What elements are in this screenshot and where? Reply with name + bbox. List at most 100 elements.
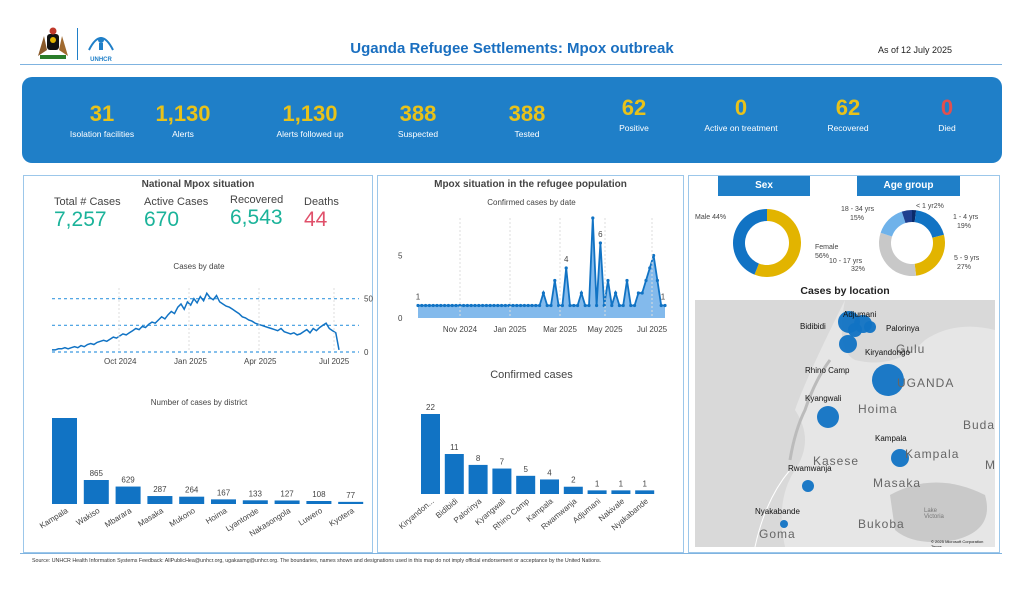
unhcr-logo-text: UNHCR bbox=[90, 57, 112, 63]
x-tick-label: Mar 2025 bbox=[543, 325, 577, 334]
refugee-point bbox=[579, 291, 583, 295]
refugee-point bbox=[545, 303, 549, 308]
refugee-line-title: Confirmed cases by date bbox=[487, 198, 576, 207]
x-tick-label: Jul 2025 bbox=[319, 357, 350, 366]
refugee-point bbox=[617, 303, 621, 308]
map-label: Bukoba bbox=[858, 517, 905, 531]
kpi-label: Tested bbox=[514, 129, 540, 139]
stat-value: 6,543 bbox=[230, 206, 283, 229]
settlement-bar-label: 2 bbox=[571, 476, 576, 485]
settlement-bar bbox=[468, 464, 488, 494]
district-bar bbox=[242, 500, 268, 504]
refugee-point bbox=[484, 303, 488, 308]
stat-value: 670 bbox=[144, 208, 180, 231]
map-label: Kyangwali bbox=[805, 394, 842, 403]
border-line bbox=[754, 469, 791, 547]
kpi-value: 388 bbox=[399, 101, 437, 126]
data-annotation: 1 bbox=[661, 293, 666, 302]
refugee-point bbox=[560, 303, 564, 308]
kpi-value: 1,130 bbox=[155, 101, 211, 126]
refugee-point bbox=[595, 303, 599, 308]
map-credit: © 2025 Microsoft Corporation Terms bbox=[931, 539, 984, 547]
national-stat: Total # Cases 7,257 bbox=[54, 196, 121, 232]
x-tick-label: Jan 2025 bbox=[494, 325, 527, 334]
refugee-point bbox=[496, 303, 500, 308]
national-panel-title: National Mpox situation bbox=[141, 179, 255, 190]
donut-slice-male bbox=[733, 209, 767, 275]
refugee-point bbox=[621, 303, 625, 308]
header-divider bbox=[20, 64, 1002, 65]
map-label: Kasese bbox=[813, 454, 860, 468]
map-label: Kampala bbox=[875, 434, 907, 443]
district-bar-label: 629 bbox=[121, 476, 135, 485]
refugee-point bbox=[522, 303, 526, 308]
kpi-suspected: 388 Suspected bbox=[363, 77, 473, 139]
district-bar bbox=[274, 500, 300, 504]
donut-slice-18-34-yrs bbox=[880, 211, 906, 237]
settlement-bar bbox=[563, 486, 583, 494]
refugee-point bbox=[648, 266, 652, 270]
refugee-point bbox=[446, 303, 450, 308]
kpi-value: 1,130 bbox=[282, 101, 338, 126]
refugee-point bbox=[477, 303, 481, 308]
district-bar bbox=[306, 501, 332, 504]
refugee-point bbox=[553, 278, 557, 283]
demographics-panel: Sex Age group Male 44% Female 56% 18 - 34 … bbox=[688, 175, 1000, 553]
age-group-tab[interactable]: Age group bbox=[857, 176, 960, 196]
settlement-bar-label: 8 bbox=[476, 454, 481, 463]
refugee-panel: Mpox situation in the refugee population… bbox=[377, 175, 684, 553]
refugee-point bbox=[465, 303, 469, 308]
district-category-label: Luwero bbox=[297, 506, 324, 528]
settlement-bar-label: 22 bbox=[426, 403, 435, 412]
age-label: 15% bbox=[850, 215, 864, 222]
refugee-point bbox=[473, 303, 477, 308]
refugee-point bbox=[606, 278, 610, 283]
refugee-point bbox=[534, 303, 538, 308]
district-bar bbox=[179, 496, 205, 504]
sex-donut-chart: Male 44% Female 56% bbox=[695, 209, 838, 277]
x-tick-label: Apr 2025 bbox=[244, 357, 277, 366]
kpi-value: 31 bbox=[89, 101, 115, 126]
refugee-point bbox=[625, 278, 629, 283]
refugee-point bbox=[519, 303, 523, 308]
refugee-point bbox=[420, 303, 424, 308]
settlement-bar-label: 1 bbox=[619, 479, 624, 488]
map-label: Rhino Camp bbox=[805, 366, 850, 375]
location-bubble bbox=[872, 364, 904, 396]
refugee-point bbox=[644, 278, 648, 283]
refugee-point bbox=[481, 303, 485, 308]
refugee-point bbox=[492, 303, 496, 308]
national-stat: Recovered 6,543 bbox=[230, 194, 283, 230]
stat-label: Active Cases bbox=[144, 196, 209, 208]
national-panel: National Mpox situation Total # Cases 7,2… bbox=[23, 175, 373, 553]
kpi-recovered: 62 Recovered bbox=[793, 77, 903, 133]
settlement-bar bbox=[587, 490, 607, 494]
refugee-point bbox=[583, 303, 587, 308]
settlement-bar-label: 7 bbox=[500, 458, 505, 467]
logo-divider bbox=[77, 28, 78, 60]
national-cases-line bbox=[52, 291, 340, 351]
x-tick-label: Nov 2024 bbox=[443, 325, 478, 334]
age-label: 19% bbox=[957, 223, 971, 230]
refugee-point bbox=[633, 303, 637, 308]
national-cases-by-date-chart: 0 50 Oct 2024 Jan 2025 Apr 2025 Jul 2025 bbox=[52, 288, 373, 366]
donut-slice-5-9-yrs bbox=[914, 234, 945, 276]
district-chart-title: Number of cases by district bbox=[150, 398, 248, 407]
kpi-alerts: 1,130 Alerts bbox=[128, 77, 238, 139]
refugee-point bbox=[587, 303, 591, 308]
settlement-bar bbox=[540, 479, 559, 494]
district-bar-label: 264 bbox=[185, 486, 199, 495]
refugee-point bbox=[610, 303, 614, 308]
map-label: Adjumani bbox=[843, 310, 877, 319]
cases-by-district-chart: Kampala 865 Wakiso 629 Mbarara 287 Masaka 264 Mu… bbox=[38, 418, 364, 538]
stat-value: 7,257 bbox=[54, 208, 107, 231]
refugee-point bbox=[652, 253, 656, 258]
sex-tab[interactable]: Sex bbox=[718, 176, 810, 196]
refugee-point bbox=[576, 303, 580, 308]
refugee-point bbox=[526, 303, 530, 308]
sex-label-female-pct: 56% bbox=[815, 253, 829, 260]
cases-by-location-map[interactable]: Bidibidi Adjumani Palorinya Gulu Kiryandongo… bbox=[695, 300, 995, 547]
kpi-value: 62 bbox=[621, 95, 647, 120]
refugee-point bbox=[549, 303, 553, 308]
unhcr-logo: UNHCR bbox=[84, 28, 118, 63]
